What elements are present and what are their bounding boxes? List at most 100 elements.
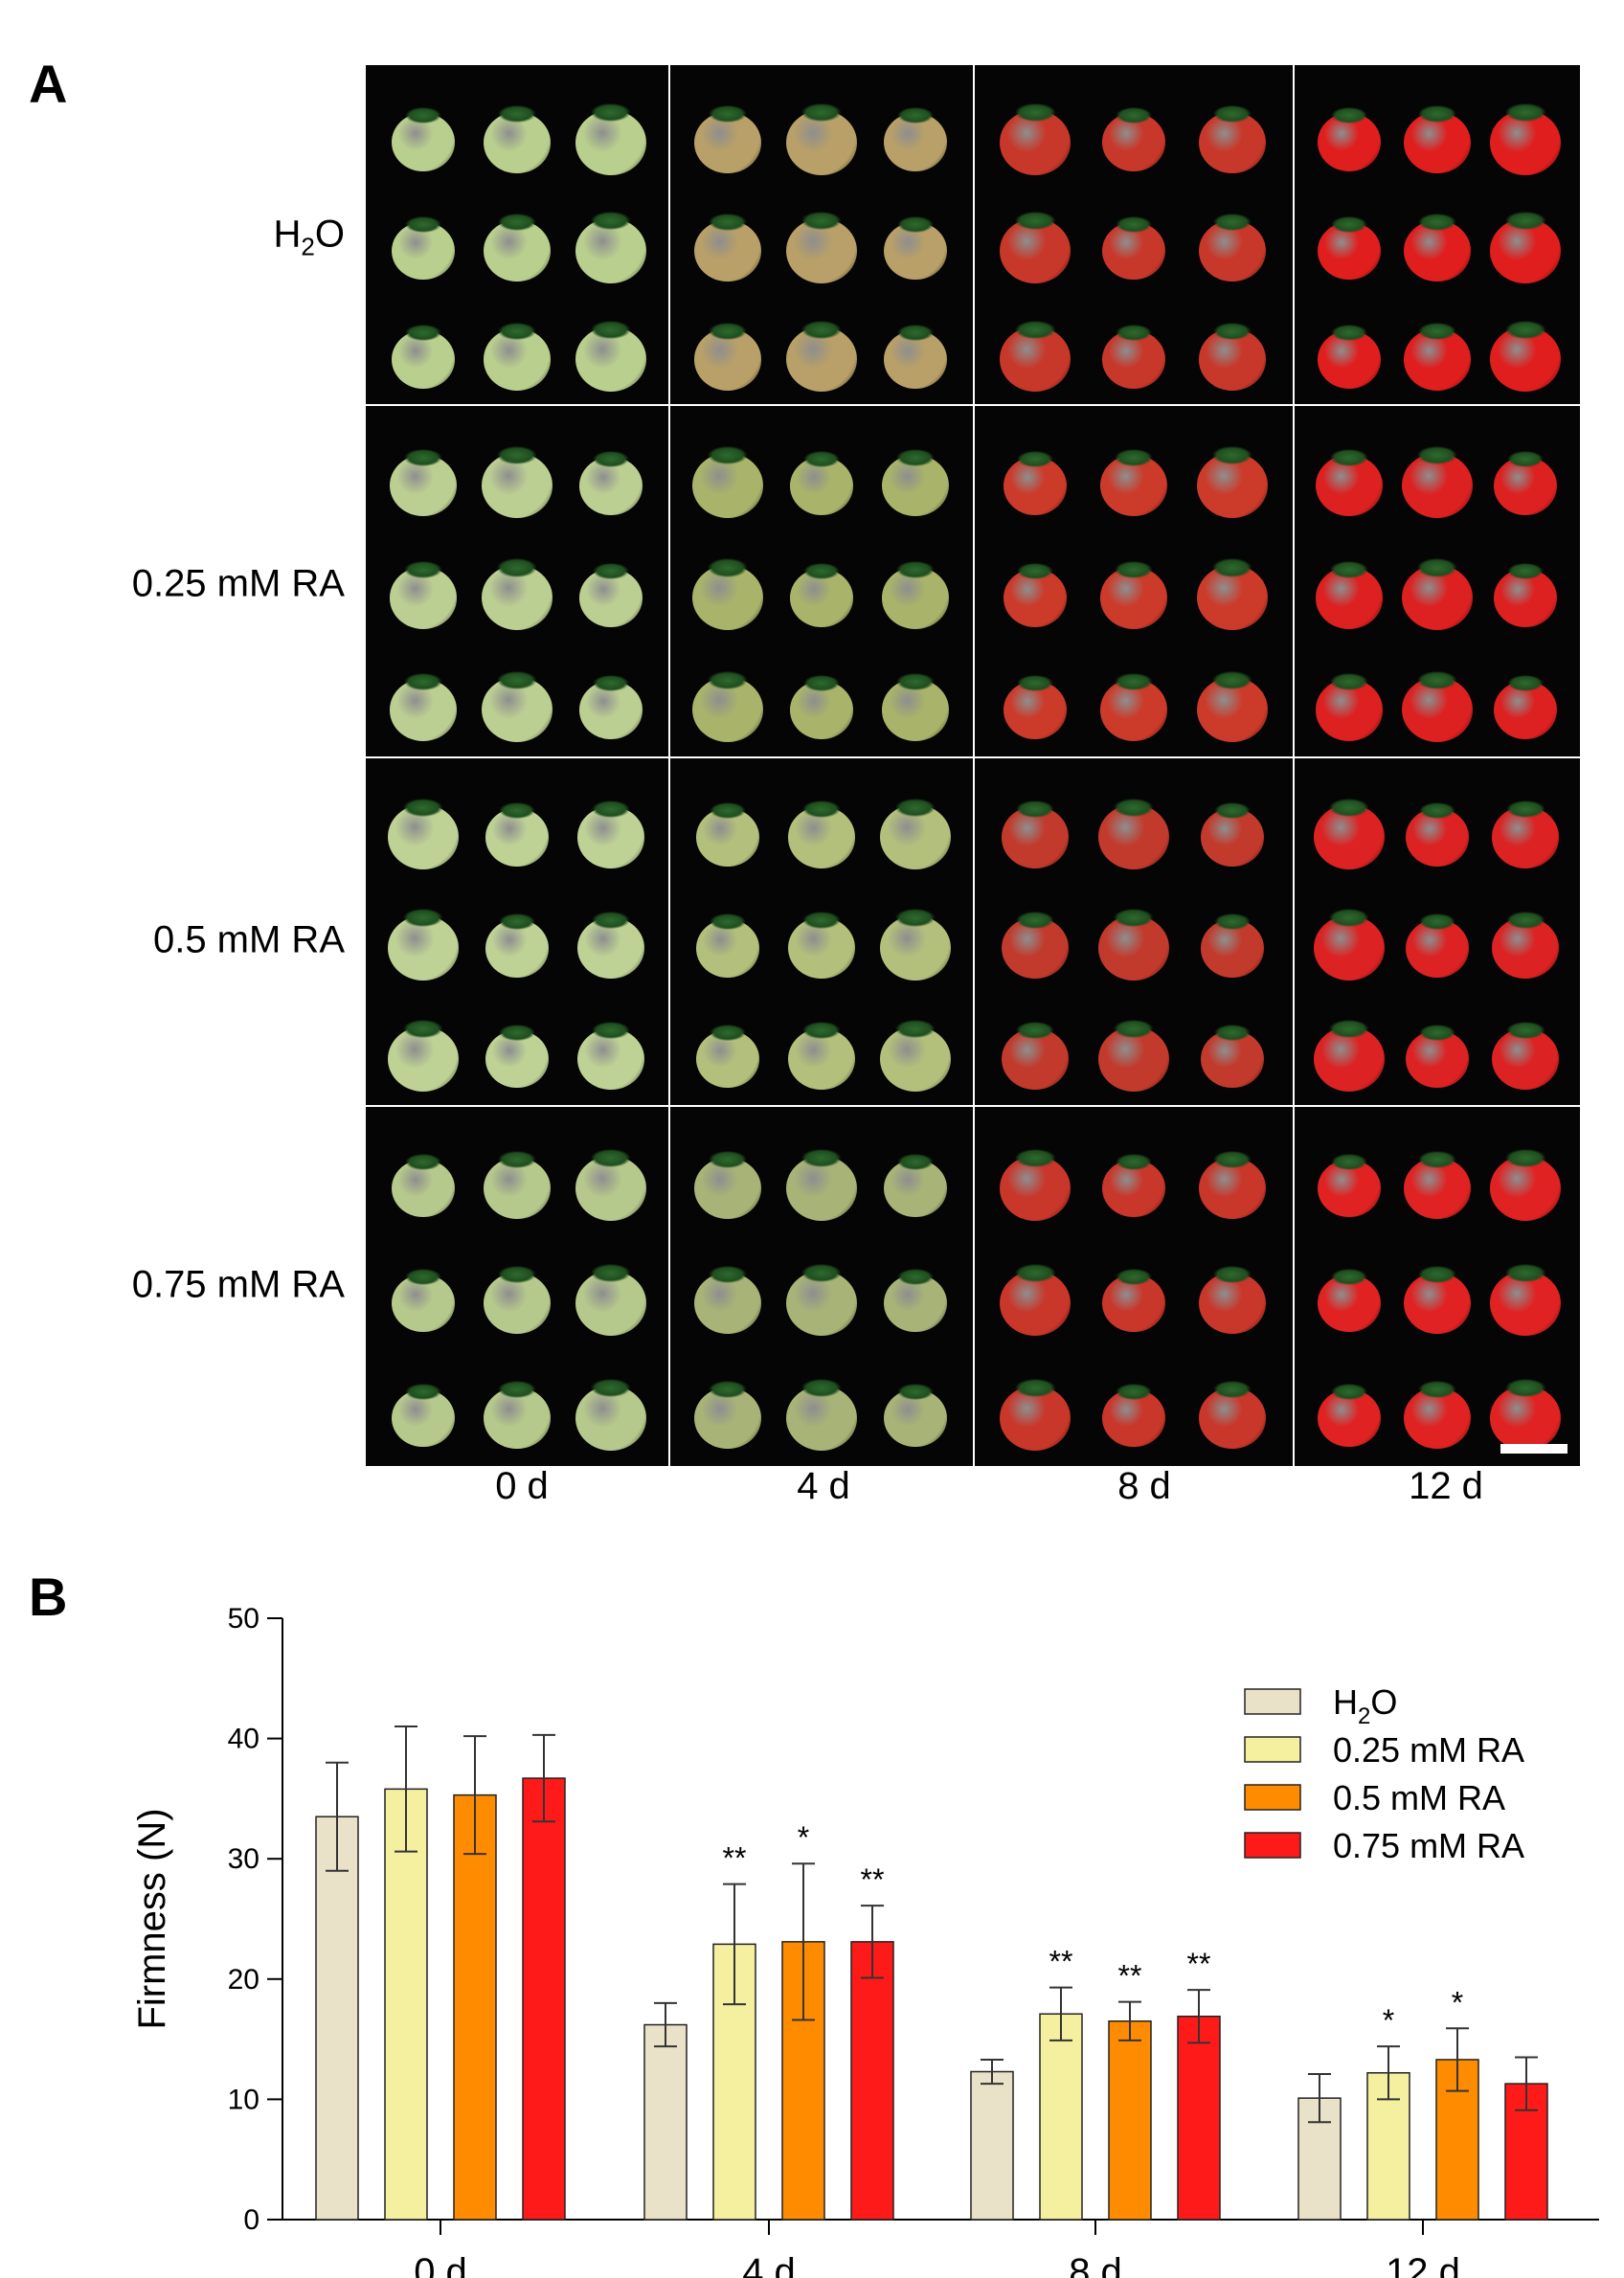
photo-cell [1295,758,1580,1105]
significance-mark: ** [1187,1947,1211,1981]
tomato-stem [1116,324,1152,341]
tomato-fruit [392,215,456,281]
tomato-stem [1214,913,1251,930]
tomato-stem [895,909,936,928]
tomato-fruit [1100,448,1167,517]
significance-mark: ** [723,1841,747,1876]
row-label-tail: O [314,213,345,256]
legend-swatch [1244,1736,1301,1763]
tomato-fruit [1402,558,1473,631]
tomato-fruit [881,560,949,629]
tomato-stem [897,324,934,341]
tomato-fruit [786,1264,857,1337]
tomato-stem [1331,1153,1367,1170]
tomato-fruit [1002,1022,1070,1091]
tomato-stem [1505,1379,1546,1398]
tomato-stem [710,913,746,930]
tomato-fruit [575,212,646,284]
photo-cell [1295,1107,1580,1466]
tomato-stem [1418,322,1456,340]
tomato-fruit [578,562,643,627]
tomato-stem [1015,320,1055,339]
tomato-fruit [879,798,951,870]
legend-label: 0.75 mM RA [1333,1826,1524,1865]
tomato-fruit [696,1024,760,1089]
tomato-stem [591,1264,631,1283]
bar [453,1793,497,2221]
tomato-fruit [1102,215,1165,281]
tomato-stem [1419,913,1455,930]
tomato-fruit [484,322,551,391]
bar [970,2070,1014,2221]
tomato-fruit [1102,1153,1165,1218]
tomato-stem [1417,558,1457,577]
tomato-fruit [1313,1020,1385,1093]
tomato-stem [405,324,441,341]
tomato-fruit [790,450,853,515]
tomato-stem [591,1379,631,1398]
tomato-fruit [1200,801,1264,867]
tomato-fruit [482,558,553,631]
tomato-fruit [1490,1264,1562,1337]
tomato-stem [709,1266,747,1284]
tomato-fruit [1198,214,1266,282]
tomato-fruit [1198,105,1266,173]
tomato-stem [1505,102,1546,122]
tomato-stem [895,1020,936,1039]
tomato-stem [405,1153,441,1170]
tomato-fruit [576,1022,644,1091]
tomato-fruit [1492,800,1560,868]
tomato-stem [1505,1149,1546,1168]
tomato-fruit [786,1379,857,1452]
tomato-stem [403,1020,443,1039]
tomato-stem [801,1149,842,1168]
tomato-stem [404,672,442,690]
tomato-fruit [1490,212,1562,284]
tomato-stem [1328,1020,1369,1039]
tomato-stem [801,320,842,339]
tomato-stem [405,1268,441,1285]
tomato-stem [1213,214,1252,232]
tomato-stem [498,1381,536,1399]
bar [1039,2013,1083,2221]
bar [1177,2015,1221,2221]
tomato-fruit [1406,1024,1469,1089]
tomato-stem [1507,675,1544,692]
tomato-fruit [694,105,762,173]
tomato-fruit [1100,560,1167,629]
tomato-fruit [1317,324,1381,389]
tomato-fruit [881,672,949,741]
tomato-fruit [1490,102,1562,175]
tomato-stem [801,102,842,122]
tomato-fruit [1196,670,1268,743]
tomato-stem [498,322,536,340]
tomato-stem [897,215,934,233]
tomato-fruit [692,558,764,631]
tomato-fruit [1404,322,1471,391]
tomato-stem [803,450,840,467]
tomato-fruit [392,107,456,172]
tomato-stem [591,1149,631,1168]
y-tick-label: 0 [243,2204,259,2236]
tomato-fruit [1000,102,1071,175]
tomato-fruit [1490,1379,1562,1452]
tomato-stem [1116,1268,1152,1285]
tomato-fruit [1406,913,1469,978]
scale-bar [1500,1444,1568,1454]
tomato-fruit [1196,558,1268,631]
photo-cell [670,1107,973,1466]
tomato-stem [1015,1149,1055,1168]
tomato-stem [403,798,443,817]
tomato-fruit [392,1268,456,1333]
tomato-fruit [1200,1024,1264,1089]
tomato-fruit [1315,448,1383,517]
tomato-fruit [388,909,460,981]
tomato-stem [593,450,629,467]
tomato-fruit [1000,1379,1071,1452]
tomato-fruit [1404,105,1471,173]
tomato-fruit [883,107,947,172]
legend-label-tail: O [1370,1682,1397,1722]
tomato-fruit [1198,1151,1266,1220]
tomato-stem [1214,1024,1251,1041]
tomato-fruit [1402,446,1473,519]
